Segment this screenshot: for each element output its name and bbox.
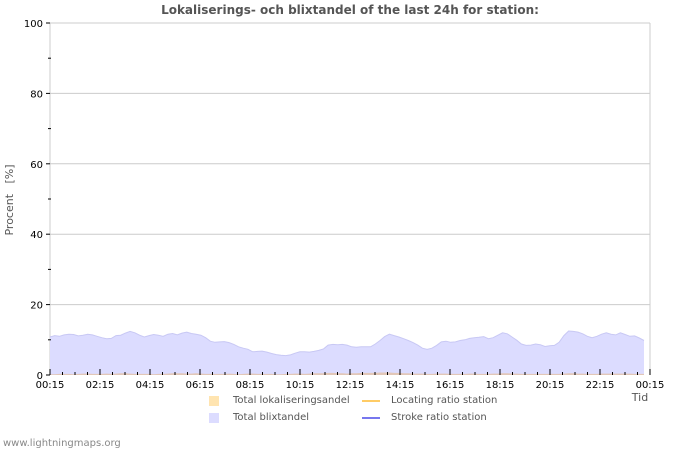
y-tick-label: 80 (30, 89, 43, 100)
legend-label: Total blixtandel (233, 412, 310, 423)
x-tick-label: 04:15 (136, 380, 165, 391)
legend-swatch-area-orange (209, 395, 219, 406)
x-tick-label: 18:15 (486, 380, 515, 391)
grid-lines (49, 22, 651, 375)
x-tick-label: 22:15 (586, 380, 615, 391)
x-axis-label: Tid (631, 391, 648, 404)
legend-label: Total lokaliseringsandel (233, 395, 350, 406)
y-tick-label: 60 (30, 160, 43, 171)
chart-title: Lokaliserings- och blixtandel of the las… (161, 3, 539, 17)
legend-item-total-lokaliseringsandel: Total lokaliseringsandel (209, 395, 350, 406)
legend-swatch-area-blue (209, 412, 219, 423)
y-tick-label: 0 (37, 371, 43, 382)
x-tick-label: 06:15 (186, 380, 215, 391)
x-tick-label: 00:15 (636, 380, 665, 391)
legend-item-total-blixtandel: Total blixtandel (209, 412, 309, 423)
area-series (50, 372, 644, 375)
x-tick-label: 08:15 (236, 380, 265, 391)
y-tick-label: 20 (30, 301, 43, 312)
data-areas (49, 330, 645, 375)
legend-swatch-line-orange (362, 399, 380, 402)
axes: 0 20 40 60 80 100 00:15 02:15 04:15 06:15 08:15 10:… (24, 19, 665, 391)
x-tick-label: 14:15 (386, 380, 415, 391)
legend-item-stroke-ratio-station: Stroke ratio station (362, 412, 487, 423)
y-tick-label: 40 (30, 230, 43, 241)
legend-swatch-line-blue (362, 416, 380, 419)
x-tick-label: 02:15 (86, 380, 115, 391)
footer-site-link[interactable]: www.lightningmaps.org (3, 438, 121, 449)
x-tick-label: 00:15 (36, 380, 65, 391)
y-tick-label: 100 (24, 19, 43, 30)
area-series (50, 331, 644, 375)
legend-label: Stroke ratio station (391, 412, 487, 423)
x-tick-label: 20:15 (536, 380, 565, 391)
legend-item-locating-ratio-station: Locating ratio station (362, 395, 497, 406)
y-axis-label: Procent [%] (3, 164, 16, 235)
x-tick-label: 10:15 (286, 380, 315, 391)
x-tick-label: 16:15 (436, 380, 465, 391)
x-tick-label: 12:15 (336, 380, 365, 391)
legend-label: Locating ratio station (391, 395, 498, 406)
